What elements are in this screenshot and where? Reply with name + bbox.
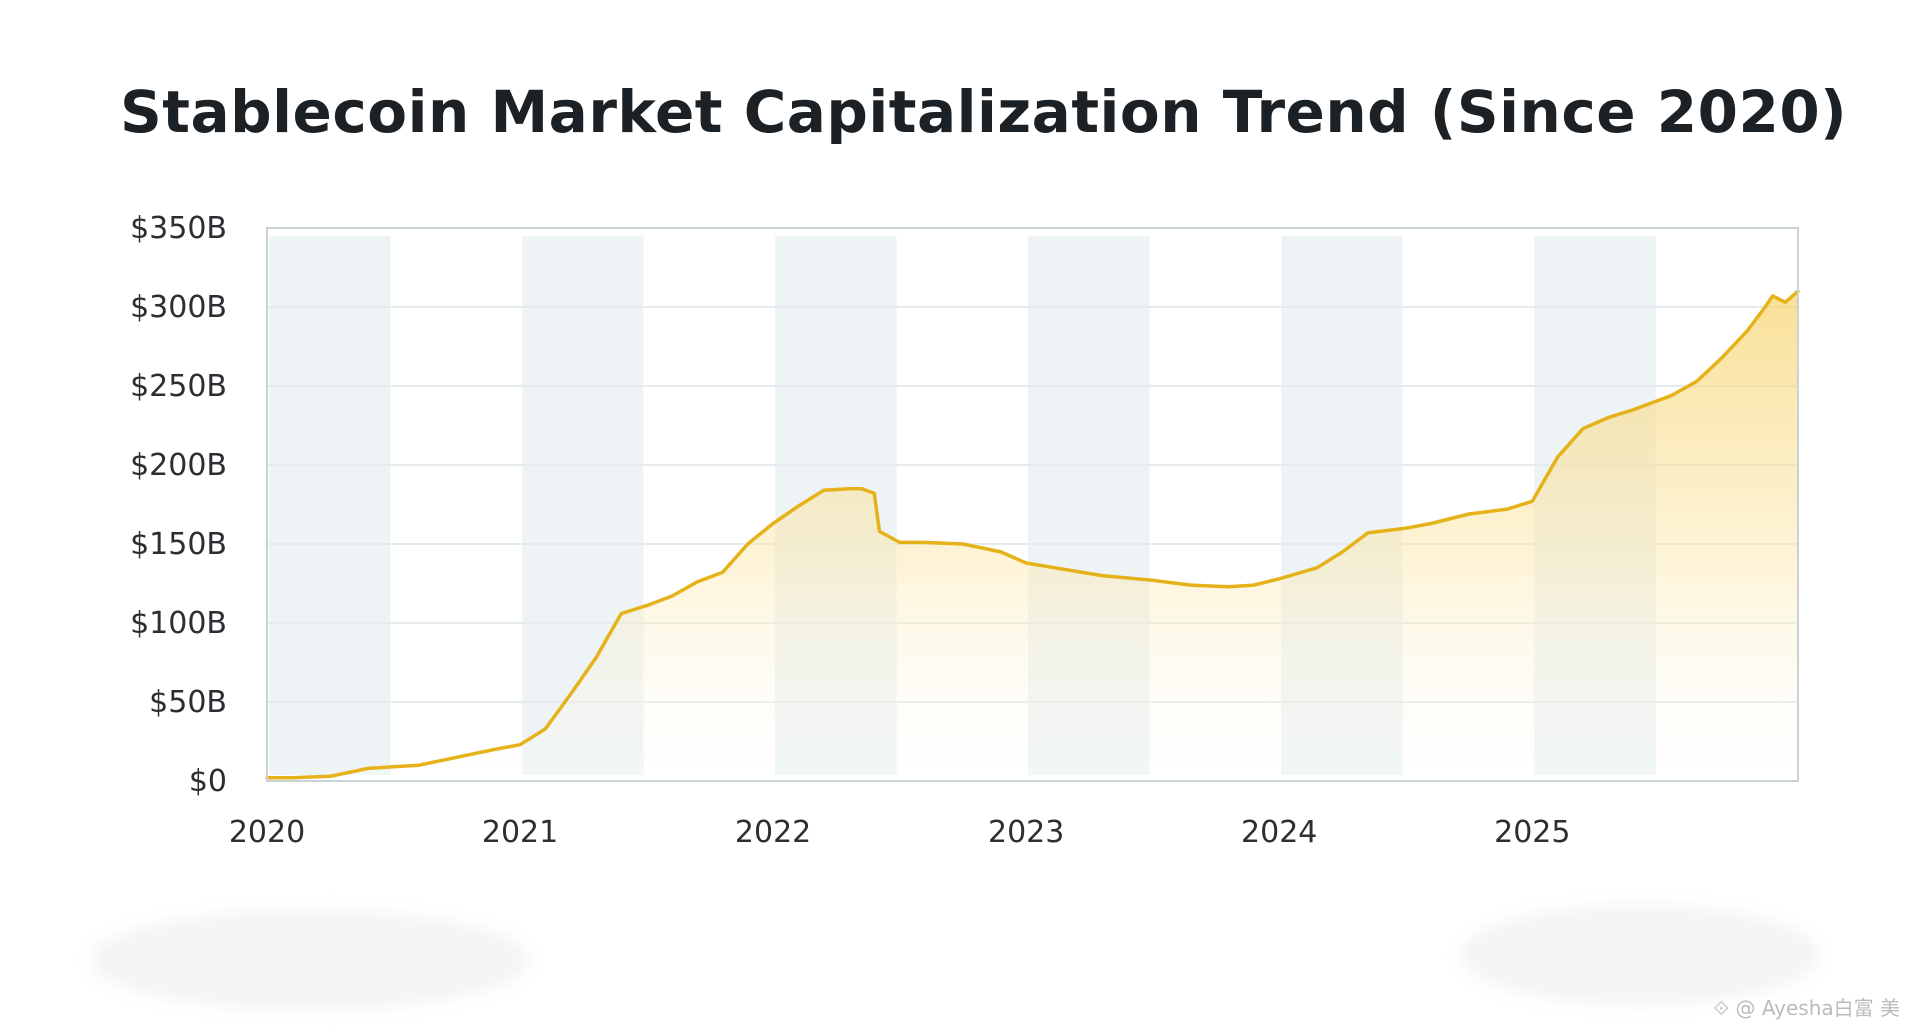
data-point-47	[1607, 416, 1610, 419]
y-tick-label-0: $0	[189, 764, 227, 799]
data-point-24	[878, 530, 881, 533]
data-point-55	[1784, 301, 1787, 304]
data-point-6	[455, 756, 458, 759]
x-tick-label-2020: 2020	[229, 815, 305, 850]
data-point-1	[291, 776, 294, 779]
blurred-area-right	[1460, 905, 1820, 1005]
y-tick-label-150: $150B	[130, 527, 227, 562]
watermark: ⟐ @ Ayesha白富 美	[1713, 996, 1900, 1020]
x-axis-ticks: 2020 2021 2022 2023 2024 2025	[229, 815, 1571, 850]
data-point-52	[1746, 329, 1749, 332]
data-point-29	[1025, 561, 1028, 565]
data-point-51	[1720, 356, 1724, 359]
data-point-8	[518, 743, 522, 746]
data-point-21	[847, 487, 851, 490]
data-point-4	[392, 765, 395, 768]
data-point-12	[620, 612, 623, 615]
y-tick-label-300: $300B	[130, 290, 227, 325]
data-point-18	[771, 522, 775, 525]
data-point-5	[417, 764, 420, 767]
data-point-27	[961, 542, 965, 546]
data-point-34	[1227, 585, 1230, 588]
data-point-30	[1062, 568, 1066, 571]
data-point-44	[1531, 500, 1534, 503]
data-point-46	[1581, 427, 1585, 430]
data-point-39	[1366, 531, 1370, 535]
x-tick-label-2022: 2022	[735, 815, 811, 850]
y-tick-label-250: $250B	[130, 369, 227, 404]
data-point-26	[923, 541, 927, 544]
data-point-19	[797, 504, 800, 508]
series-area-fill	[267, 291, 1798, 781]
data-point-43	[1505, 508, 1509, 511]
data-point-48	[1632, 408, 1635, 411]
data-point-9	[544, 727, 547, 731]
data-point-15	[696, 580, 699, 584]
data-point-13	[645, 604, 648, 607]
x-tick-label-2023: 2023	[988, 815, 1064, 850]
y-tick-label-200: $200B	[130, 448, 227, 483]
data-point-40	[1404, 527, 1408, 530]
data-point-53	[1763, 305, 1767, 309]
data-point-25	[898, 541, 901, 544]
x-tick-label-2025: 2025	[1494, 815, 1570, 850]
x-tick-label-2024: 2024	[1241, 815, 1317, 850]
data-point-54	[1771, 294, 1774, 298]
data-point-11	[594, 656, 598, 659]
y-tick-label-50: $50B	[149, 685, 227, 720]
data-point-37	[1316, 566, 1319, 569]
y-axis-ticks: $0 $50B $100B $150B $200B $250B $300B $350B	[130, 211, 227, 799]
data-point-42	[1467, 512, 1471, 516]
data-point-17	[746, 542, 749, 546]
chart-title: Stablecoin Market Capitalization Trend (…	[120, 78, 1848, 146]
x-tick-label-2021: 2021	[482, 815, 558, 850]
y-tick-label-350: $350B	[130, 211, 227, 246]
data-point-10	[569, 692, 572, 696]
data-point-22	[860, 487, 863, 490]
data-point-41	[1429, 522, 1433, 525]
data-point-2	[329, 775, 332, 778]
data-point-3	[367, 767, 370, 770]
data-point-32	[1151, 579, 1154, 582]
data-point-14	[670, 594, 674, 598]
data-point-28	[999, 550, 1003, 554]
data-point-16	[721, 571, 724, 574]
data-point-36	[1278, 577, 1281, 580]
shaded-band-2020	[269, 236, 391, 775]
data-point-50	[1695, 380, 1699, 383]
data-point-49	[1670, 394, 1673, 397]
data-point-20	[822, 489, 825, 492]
plot-frame	[266, 227, 1799, 782]
data-point-35	[1252, 583, 1256, 587]
data-point-7	[493, 748, 496, 751]
blurred-area-left	[90, 910, 530, 1010]
y-tick-label-100: $100B	[130, 606, 227, 641]
data-point-33	[1189, 583, 1192, 587]
data-point-38	[1341, 550, 1344, 554]
data-point-45	[1556, 455, 1559, 459]
data-point-23	[873, 492, 876, 495]
data-point-31	[1100, 574, 1104, 577]
